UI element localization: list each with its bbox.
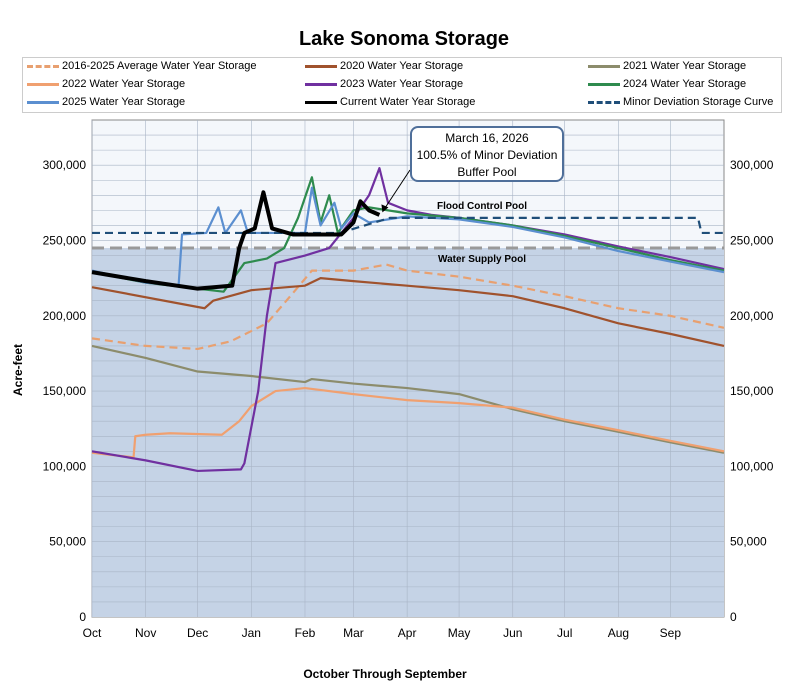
legend-swatch <box>588 64 620 68</box>
annotation-line: 100.5% of Minor Deviation <box>416 148 558 162</box>
y-tick-label-right: 300,000 <box>730 158 774 172</box>
x-tick-label: Jul <box>557 626 572 640</box>
chart-title: Lake Sonoma Storage <box>298 28 510 50</box>
x-tick-label: Jan <box>242 626 261 640</box>
legend-label: 2023 Water Year Storage <box>340 78 464 90</box>
annotation-arrow <box>383 169 411 211</box>
y-tick-label-left: 50,000 <box>49 535 86 549</box>
legend-item: 2016-2025 Average Water Year Storage <box>27 60 256 72</box>
y-tick-label-right: 100,000 <box>730 459 774 473</box>
legend-item: 2024 Water Year Storage <box>588 78 746 90</box>
x-tick-label: Mar <box>343 626 364 640</box>
x-tick-label: Aug <box>608 626 629 640</box>
legend: 2016-2025 Average Water Year Storage 2020… <box>22 57 782 113</box>
legend-swatch <box>305 100 337 104</box>
y-tick-label-left: 150,000 <box>43 384 87 398</box>
legend-swatch <box>305 64 337 68</box>
legend-item: Minor Deviation Storage Curve <box>588 96 773 108</box>
series-line-2 <box>91 344 725 454</box>
y-tick-label-left: 0 <box>79 610 86 624</box>
legend-item: Current Water Year Storage <box>305 96 475 108</box>
x-tick-label: Jun <box>503 626 522 640</box>
x-tick-label: Dec <box>187 626 208 640</box>
y-tick-label-right: 200,000 <box>730 309 774 323</box>
annotation-callout: March 16, 2026 100.5% of Minor Deviation… <box>410 126 564 182</box>
legend-swatch <box>27 100 59 104</box>
y-tick-label-right: 0 <box>730 610 737 624</box>
y-tick-label-right: 250,000 <box>730 233 774 247</box>
flood-control-label: Flood Control Pool <box>437 201 527 212</box>
legend-item: 2021 Water Year Storage <box>588 60 746 72</box>
x-tick-label: Sep <box>660 626 682 640</box>
x-tick-label: Feb <box>295 626 316 640</box>
legend-swatch <box>305 82 337 86</box>
legend-swatch <box>27 64 59 68</box>
annotation-line: Buffer Pool <box>457 165 517 179</box>
legend-swatch <box>588 100 620 104</box>
x-tick-label: Oct <box>83 626 102 640</box>
series-line-0 <box>91 263 725 351</box>
annotation-arrowhead <box>381 204 389 213</box>
series-line-8 <box>92 216 724 235</box>
legend-label: 2022 Water Year Storage <box>62 78 186 90</box>
legend-label: Current Water Year Storage <box>340 96 476 108</box>
legend-label: 2020 Water Year Storage <box>340 60 464 72</box>
legend-item: 2020 Water Year Storage <box>305 60 463 72</box>
legend-item: 2022 Water Year Storage <box>27 78 185 90</box>
legend-swatch <box>27 82 59 86</box>
series-line-3 <box>91 386 725 459</box>
y-tick-label-left: 100,000 <box>43 459 87 473</box>
y-tick-label-right: 50,000 <box>730 535 767 549</box>
y-tick-label-left: 200,000 <box>43 309 87 323</box>
y-tick-label-right: 150,000 <box>730 384 774 398</box>
annotation-line: March 16, 2026 <box>445 131 529 145</box>
series-line-1 <box>91 277 725 347</box>
legend-label: 2025 Water Year Storage <box>62 96 186 108</box>
series-line-5 <box>91 176 725 293</box>
series-line-7 <box>91 190 381 291</box>
x-tick-label: Nov <box>135 626 156 640</box>
legend-label: Minor Deviation Storage Curve <box>623 96 774 108</box>
x-tick-label: Apr <box>398 626 417 640</box>
water-supply-label: Water Supply Pool <box>438 254 526 265</box>
legend-label: 2016-2025 Average Water Year Storage <box>62 60 257 72</box>
y-axis-label: Acre-feet <box>11 344 25 396</box>
x-tick-label: May <box>448 626 471 640</box>
legend-item: 2023 Water Year Storage <box>305 78 463 90</box>
legend-label: 2021 Water Year Storage <box>623 60 747 72</box>
y-tick-label-left: 300,000 <box>43 158 87 172</box>
legend-swatch <box>588 82 620 86</box>
legend-item: 2025 Water Year Storage <box>27 96 185 108</box>
y-tick-label-left: 250,000 <box>43 233 87 247</box>
legend-label: 2024 Water Year Storage <box>623 78 747 90</box>
x-axis-label: October Through September <box>303 667 467 681</box>
